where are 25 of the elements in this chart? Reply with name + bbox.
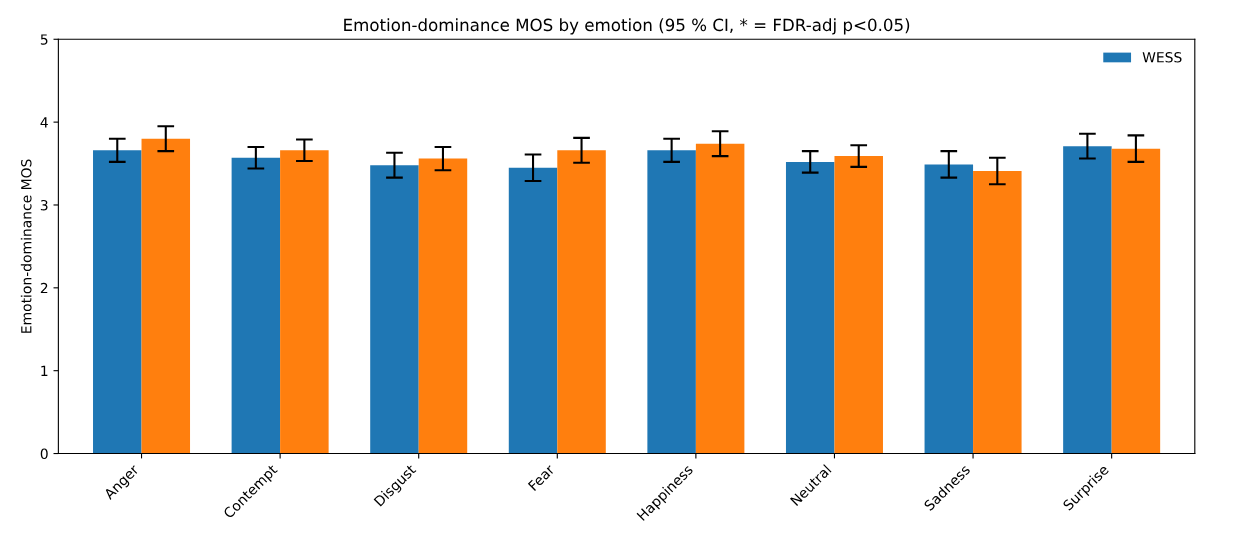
bar bbox=[647, 150, 696, 454]
y-tick-label: 2 bbox=[40, 282, 48, 294]
legend-label: WESS bbox=[1142, 52, 1182, 63]
bar bbox=[1111, 148, 1161, 454]
y-tick-label: 0 bbox=[40, 448, 48, 460]
bar bbox=[370, 165, 419, 454]
bar bbox=[508, 167, 558, 454]
y-axis-title: Emotion-dominance MOS bbox=[20, 159, 32, 333]
chart-title: Emotion-dominance MOS by emotion (95 % CI, * = FDR-adj p<0.05) bbox=[344, 18, 910, 35]
bar bbox=[834, 156, 883, 454]
bar bbox=[924, 164, 974, 454]
bar bbox=[557, 150, 606, 454]
bar bbox=[695, 143, 745, 454]
bar bbox=[141, 138, 191, 454]
bar bbox=[785, 161, 835, 454]
y-tick-label: 4 bbox=[40, 117, 48, 128]
bar bbox=[1063, 146, 1112, 454]
y-tick-label: 3 bbox=[40, 199, 48, 211]
y-tick-label: 1 bbox=[41, 365, 48, 376]
bar bbox=[280, 150, 329, 454]
bar bbox=[231, 157, 281, 454]
bar bbox=[93, 150, 142, 454]
bar bbox=[418, 158, 468, 454]
y-tick-label: 5 bbox=[40, 34, 48, 45]
bar bbox=[973, 171, 1022, 454]
